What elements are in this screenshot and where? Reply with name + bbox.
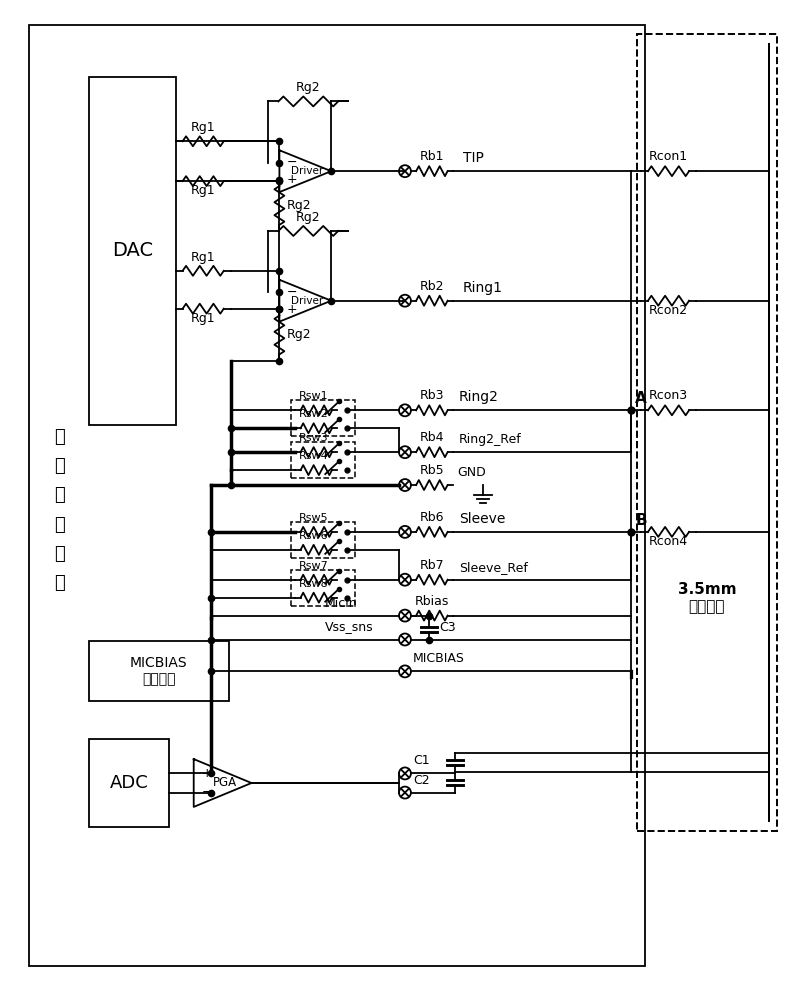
Text: PGA: PGA bbox=[212, 776, 237, 789]
Text: Rsw7: Rsw7 bbox=[299, 561, 329, 571]
Text: TIP: TIP bbox=[463, 151, 483, 165]
Text: Driver: Driver bbox=[291, 166, 323, 176]
Text: Rg2: Rg2 bbox=[296, 81, 321, 94]
Text: Sleeve: Sleeve bbox=[459, 512, 505, 526]
Text: Rsw6: Rsw6 bbox=[299, 531, 329, 541]
Text: Rg2: Rg2 bbox=[286, 328, 311, 341]
Text: Rg1: Rg1 bbox=[190, 184, 215, 197]
Text: A: A bbox=[635, 391, 647, 406]
Bar bbox=[292, 400, 355, 436]
Text: 耳
机
接
口
芯
片: 耳 机 接 口 芯 片 bbox=[53, 428, 64, 592]
Text: 3.5mm
耳机接口: 3.5mm 耳机接口 bbox=[678, 582, 736, 614]
Text: MICBIAS
产生单元: MICBIAS 产生单元 bbox=[130, 656, 188, 686]
Bar bbox=[89, 77, 176, 425]
Text: Rb2: Rb2 bbox=[420, 280, 444, 293]
Bar bbox=[89, 739, 169, 827]
Text: Rg1: Rg1 bbox=[190, 121, 215, 134]
Text: +: + bbox=[286, 173, 297, 186]
Bar bbox=[637, 34, 777, 831]
Bar bbox=[292, 522, 355, 558]
Text: Rcon2: Rcon2 bbox=[648, 304, 688, 317]
Text: Rb5: Rb5 bbox=[420, 464, 444, 477]
Text: Ring2: Ring2 bbox=[459, 390, 498, 404]
Text: C1: C1 bbox=[413, 754, 430, 767]
Text: −: − bbox=[202, 786, 212, 799]
Text: Rsw1: Rsw1 bbox=[299, 391, 329, 401]
Text: Rcon4: Rcon4 bbox=[648, 535, 688, 548]
Text: Rb7: Rb7 bbox=[420, 559, 444, 572]
Text: Micin: Micin bbox=[325, 597, 358, 610]
Text: Rb4: Rb4 bbox=[420, 431, 444, 444]
Text: Rg2: Rg2 bbox=[296, 211, 321, 224]
Bar bbox=[89, 641, 229, 701]
Text: Rb3: Rb3 bbox=[420, 389, 444, 402]
Text: −: − bbox=[286, 286, 297, 299]
Text: Driver: Driver bbox=[291, 296, 323, 306]
Text: GND: GND bbox=[457, 466, 486, 479]
Bar bbox=[292, 570, 355, 606]
Text: C3: C3 bbox=[439, 621, 455, 634]
Text: Vss_sns: Vss_sns bbox=[325, 621, 374, 634]
Text: Rcon3: Rcon3 bbox=[648, 389, 688, 402]
Text: Rsw2: Rsw2 bbox=[299, 409, 329, 419]
Text: MICBIAS: MICBIAS bbox=[413, 652, 465, 665]
Text: C2: C2 bbox=[413, 774, 430, 787]
Text: Sleeve_Ref: Sleeve_Ref bbox=[459, 561, 527, 574]
Bar bbox=[29, 25, 645, 966]
Text: Rbias: Rbias bbox=[415, 595, 449, 608]
Text: DAC: DAC bbox=[112, 241, 153, 260]
Text: Rg2: Rg2 bbox=[286, 199, 311, 212]
Bar bbox=[292, 442, 355, 478]
Text: Rg1: Rg1 bbox=[190, 251, 215, 264]
Text: +: + bbox=[286, 303, 297, 316]
Text: Rsw3: Rsw3 bbox=[299, 433, 329, 443]
Text: −: − bbox=[286, 156, 297, 169]
Text: Rg1: Rg1 bbox=[190, 312, 215, 325]
Text: Rsw4: Rsw4 bbox=[299, 451, 329, 461]
Text: Ring2_Ref: Ring2_Ref bbox=[459, 433, 522, 446]
Text: ADC: ADC bbox=[109, 774, 149, 792]
Text: Rsw5: Rsw5 bbox=[299, 513, 329, 523]
Text: B: B bbox=[635, 513, 647, 528]
Text: +: + bbox=[202, 767, 212, 780]
Text: Rcon1: Rcon1 bbox=[648, 150, 688, 163]
Text: Rb6: Rb6 bbox=[420, 511, 444, 524]
Text: Ring1: Ring1 bbox=[463, 281, 503, 295]
Text: Rb1: Rb1 bbox=[420, 150, 444, 163]
Text: Rsw8: Rsw8 bbox=[299, 579, 329, 589]
